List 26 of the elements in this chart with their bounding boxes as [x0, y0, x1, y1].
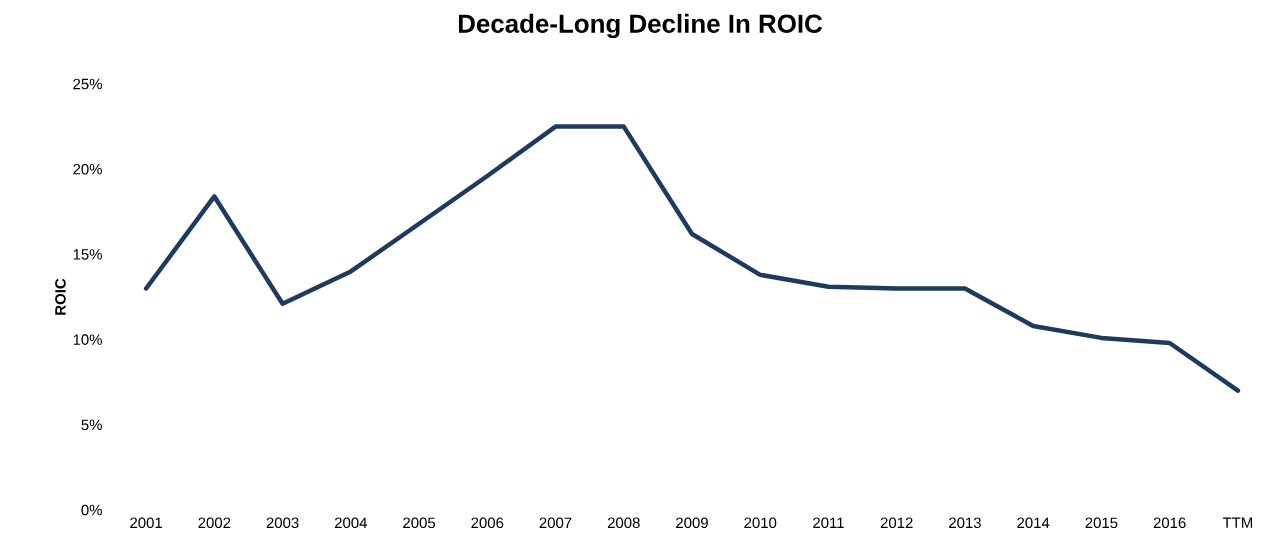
- x-tick-label: 2003: [266, 517, 299, 529]
- x-tick-label: TTM: [1222, 517, 1253, 528]
- x-tick-label: 2016: [1153, 517, 1186, 529]
- chart-title: Decade-Long Decline In ROIC: [458, 13, 823, 39]
- x-tick-label: 2007: [539, 517, 572, 529]
- x-tick-label: 2010: [744, 517, 777, 529]
- x-tick-label: 2004: [334, 517, 367, 529]
- y-tick-label: 0%: [81, 504, 102, 516]
- x-tick-label: 2006: [471, 517, 504, 529]
- y-tick-label: 5%: [81, 419, 102, 431]
- y-tick-label: 15%: [73, 249, 102, 260]
- y-axis-title: ROIC: [55, 278, 66, 315]
- x-tick-label: 2005: [403, 517, 436, 529]
- x-tick-label: 2012: [880, 517, 913, 529]
- x-tick-label: 2013: [949, 517, 981, 529]
- y-tick-label: 20%: [73, 163, 102, 175]
- y-tick-label: 25%: [73, 78, 102, 90]
- x-tick-label: 2011: [813, 517, 844, 529]
- x-tick-label: 2008: [607, 517, 640, 529]
- x-tick-label: 2002: [198, 517, 231, 529]
- x-tick-label: 2014: [1017, 517, 1050, 529]
- x-tick-label: 2001: [130, 517, 162, 529]
- y-tick-label: 10%: [73, 334, 102, 345]
- line-series: [143, 124, 1241, 393]
- x-tick-label: 2015: [1085, 517, 1118, 529]
- x-tick-label: 2009: [676, 517, 708, 529]
